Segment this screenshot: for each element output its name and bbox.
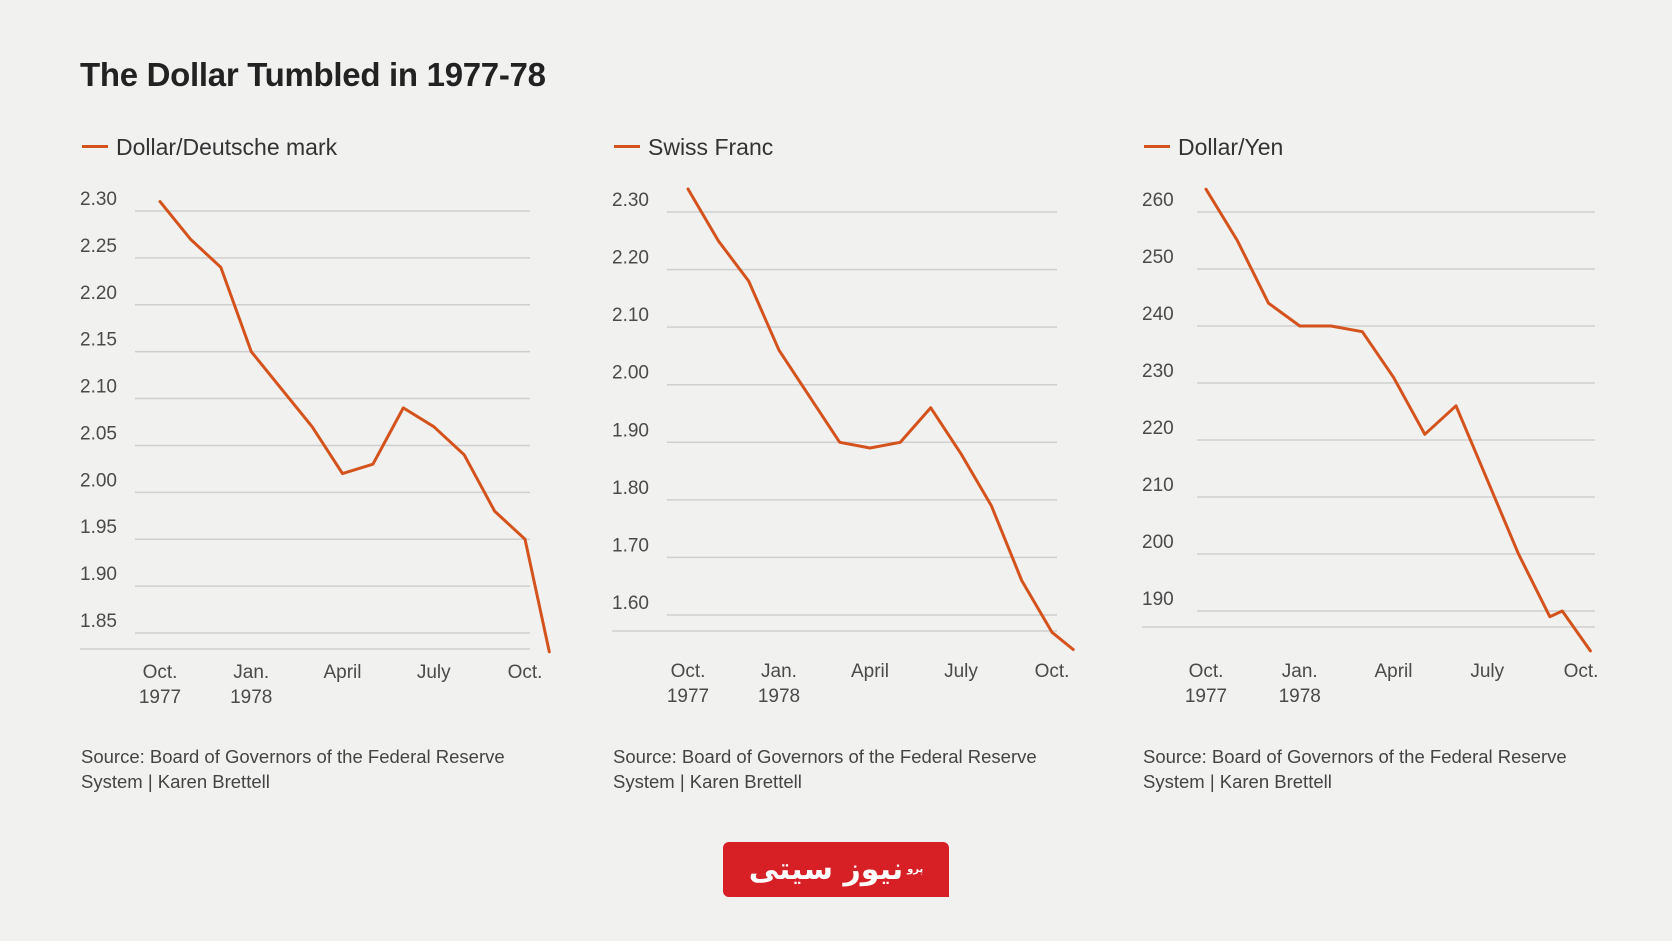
x-tick-label: July	[944, 661, 978, 682]
y-tick-label: 220	[1142, 418, 1174, 439]
x-tick-label: April	[323, 662, 361, 683]
legend-label: Dollar/Deutsche mark	[116, 134, 338, 160]
y-tick-label: 240	[1142, 304, 1174, 325]
legend-label: Dollar/Yen	[1178, 134, 1284, 160]
x-tick-label: July	[417, 662, 451, 683]
chart-panel-swiss-franc: Swiss Franc 2.30 2.20 2.10 2.00 1.90 1.80 1.70…	[532, 0, 1075, 941]
legend-swatch	[1144, 145, 1170, 149]
chart-title: The Dollar Tumbled in 1977-78	[80, 56, 546, 93]
series-line	[158, 200, 551, 654]
y-tick-label: 2.15	[80, 330, 117, 351]
y-tick-label: 210	[1142, 475, 1174, 496]
x-tick-label: Oct.	[143, 662, 178, 683]
x-tick-label: Jan.	[1282, 661, 1318, 682]
source-note: Source: Board of Governors of the Federa…	[613, 746, 1037, 792]
chart-panel-deutsche-mark: Dollar/Deutsche mark 2.30 2.25 2.20 2.15 2.1…	[0, 0, 551, 941]
series-line	[686, 187, 1075, 651]
y-tick-label: 2.30	[612, 190, 649, 211]
y-tick-label: 200	[1142, 532, 1174, 553]
y-tick-label: 2.00	[80, 470, 117, 491]
series-line	[1204, 187, 1592, 653]
line-chart-deutsche-mark: 2.30 2.25 2.20 2.15 2.10 2.05 2.00 1.95 1.90 1.85…	[80, 189, 551, 708]
x-tick-label: Oct.	[1564, 661, 1599, 682]
x-tick-label: Jan.	[761, 661, 797, 682]
y-tick-label: 1.95	[80, 517, 117, 538]
x-tick-label: April	[851, 661, 889, 682]
x-tick-label: 1978	[1279, 686, 1321, 707]
x-tick-label: Oct.	[1189, 661, 1224, 682]
y-tick-label: 2.05	[80, 423, 117, 444]
x-tick-label: Oct.	[671, 661, 706, 682]
source-note: Source: Board of Governors of the Federa…	[1143, 746, 1567, 792]
y-tick-label: 2.00	[612, 363, 649, 384]
x-tick-label: Oct.	[508, 662, 543, 683]
x-tick-label: 1977	[139, 687, 181, 708]
y-tick-label: 1.70	[612, 535, 649, 556]
brand-logo: پرونیوز سیتی	[723, 842, 949, 897]
y-tick-label: 1.90	[612, 420, 649, 441]
x-tick-label: April	[1374, 661, 1412, 682]
y-tick-label: 1.90	[80, 564, 117, 585]
legend-label: Swiss Franc	[648, 134, 774, 160]
y-tick-label: 2.10	[612, 305, 649, 326]
source-note: Source: Board of Governors of the Federa…	[81, 746, 505, 792]
x-tick-label: 1978	[758, 686, 800, 707]
y-tick-label: 2.20	[612, 248, 649, 269]
x-tick-label: July	[1470, 661, 1504, 682]
y-tick-label: 250	[1142, 247, 1174, 268]
line-chart-swiss-franc: 2.30 2.20 2.10 2.00 1.90 1.80 1.70 1.60 Oct. 1977…	[612, 187, 1075, 707]
chart-panel-yen: Dollar/Yen 260 250 240 230 220 210 200 190 Oct. 1…	[1062, 0, 1598, 941]
x-tick-label: 1977	[667, 686, 709, 707]
logo-small-text: پرو	[907, 864, 924, 875]
y-tick-label: 230	[1142, 361, 1174, 382]
y-tick-label: 1.60	[612, 593, 649, 614]
legend-yen: Dollar/Yen	[1144, 134, 1283, 161]
line-chart-yen: 260 250 240 230 220 210 200 190 Oct. 1977 Jan. 1978…	[1142, 187, 1599, 707]
logo-text: نیوز سیتی	[748, 852, 904, 887]
y-tick-label: 2.10	[80, 377, 117, 398]
legend-deutsche-mark: Dollar/Deutsche mark	[82, 134, 337, 161]
y-tick-label: 2.20	[80, 283, 117, 304]
legend-swatch	[614, 145, 640, 149]
y-tick-label: 2.25	[80, 236, 117, 257]
y-tick-label: 2.30	[80, 189, 117, 210]
legend-swatch	[82, 145, 108, 149]
y-tick-label: 190	[1142, 589, 1174, 610]
y-tick-label: 1.80	[612, 478, 649, 499]
x-tick-label: 1978	[230, 687, 272, 708]
y-tick-label: 1.85	[80, 611, 117, 632]
x-tick-label: 1977	[1185, 686, 1227, 707]
y-tick-label: 260	[1142, 190, 1174, 211]
x-tick-label: Jan.	[233, 662, 269, 683]
x-tick-label: Oct.	[1035, 661, 1070, 682]
legend-swiss-franc: Swiss Franc	[614, 134, 773, 161]
